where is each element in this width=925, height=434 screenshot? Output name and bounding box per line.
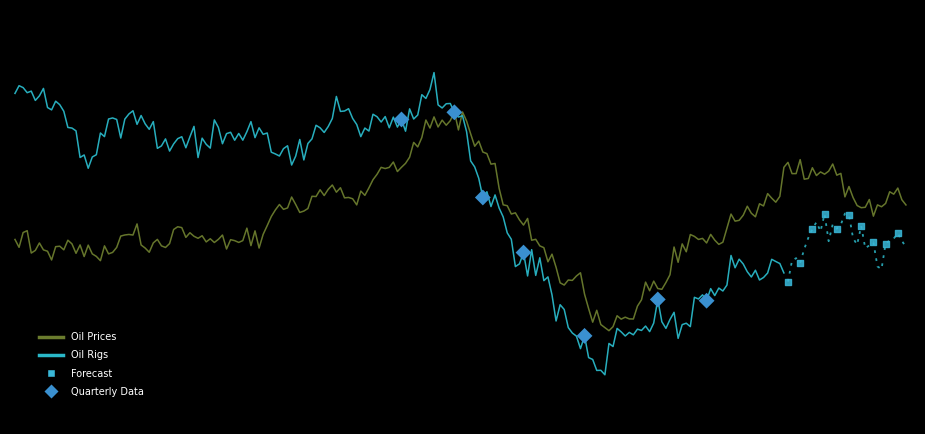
Point <box>577 332 592 339</box>
Point <box>650 296 665 303</box>
Point <box>891 230 906 237</box>
Legend: Oil Prices, Oil Rigs, Forecast, Quarterly Data: Oil Prices, Oil Rigs, Forecast, Quarterl… <box>35 328 148 401</box>
Point <box>447 109 462 116</box>
Point <box>842 212 857 219</box>
Point <box>475 194 490 201</box>
Point <box>830 225 845 232</box>
Point <box>516 249 531 256</box>
Point <box>805 226 820 233</box>
Point <box>781 278 796 285</box>
Point <box>817 210 832 217</box>
Point <box>854 223 869 230</box>
Point <box>793 260 808 266</box>
Point <box>394 116 409 123</box>
Point <box>878 240 893 247</box>
Point <box>866 239 881 246</box>
Point <box>699 297 714 304</box>
